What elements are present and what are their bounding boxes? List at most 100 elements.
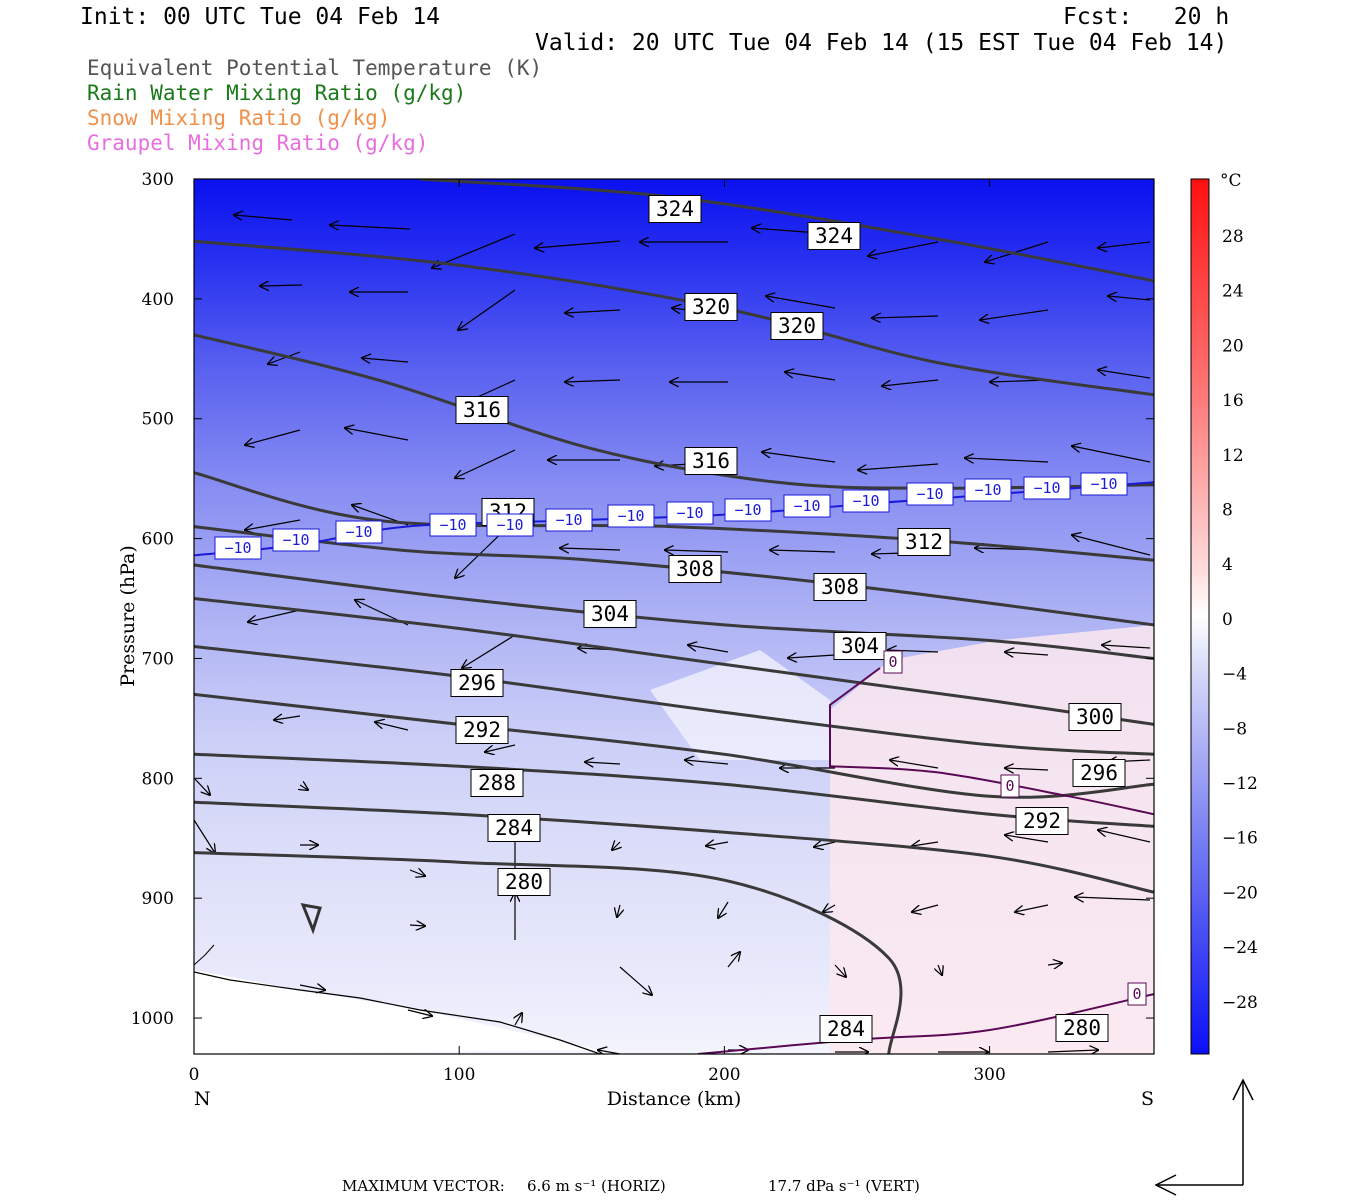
y-tick-label: 600 — [142, 530, 174, 550]
colorbar-label: −4 — [1222, 665, 1247, 685]
wind-vector — [1047, 1050, 1098, 1052]
theta-e-label-box — [1068, 703, 1122, 731]
colorbar-unit: °C — [1220, 171, 1242, 191]
minus10-label: −10 — [974, 481, 1001, 499]
wind-vector — [455, 449, 516, 478]
colorbar-label: −20 — [1222, 883, 1258, 903]
wind-vector — [1072, 446, 1151, 463]
wind-vector — [788, 655, 836, 658]
wind-vector — [268, 351, 301, 364]
wind-vector — [1047, 963, 1062, 965]
theta-e-label-box — [455, 716, 509, 744]
theta-e-label-box — [470, 769, 524, 797]
legend-graupel: Graupel Mixing Ratio (g/kg) — [87, 131, 429, 155]
zero-isotherm-vertical — [829, 667, 881, 768]
wind-vector — [560, 548, 621, 550]
colorbar-label: −8 — [1222, 719, 1247, 739]
colorbar-label: 4 — [1222, 555, 1233, 575]
max-vector-label: MAXIMUM VECTOR: — [342, 1177, 505, 1195]
theta-e-label: 304 — [591, 602, 629, 626]
wind-vector — [727, 952, 740, 968]
colorbar-label: −24 — [1222, 938, 1258, 958]
minus10-label: −10 — [734, 501, 761, 519]
wind-vector — [462, 634, 516, 668]
y-axis-label: Pressure (hPa) — [117, 545, 139, 687]
theta-e-label: 292 — [463, 718, 501, 742]
theta-e-label-box — [1015, 807, 1069, 835]
minus10-label: −10 — [555, 511, 582, 529]
wind-vector — [706, 842, 729, 846]
minus10-label: −10 — [916, 485, 943, 503]
y-tick-label: 300 — [142, 170, 174, 190]
wind-vector — [834, 964, 846, 977]
wind-vector — [1005, 652, 1049, 655]
plot-frame — [193, 178, 1155, 1055]
minus10-label: −10 — [852, 492, 879, 510]
minus10-label-box — [429, 513, 477, 537]
minus10-label-box — [724, 498, 772, 522]
surface-white-region — [194, 970, 600, 1054]
colorbar-label: −12 — [1222, 774, 1258, 794]
zero-isotherm — [830, 765, 1154, 816]
theta-e-contour — [194, 851, 903, 1054]
isotherm-lines — [194, 481, 1154, 1054]
zero-label: 0 — [1132, 985, 1141, 1003]
theta-e-label-box — [648, 195, 702, 223]
small-closed-contour — [300, 903, 322, 935]
wind-vector — [248, 609, 301, 622]
minus10-isotherm — [194, 481, 1154, 557]
forecast-hour: Fcst: 20 h — [1063, 4, 1230, 30]
colorbar-label: 28 — [1222, 227, 1244, 247]
minus10-label: −10 — [224, 539, 251, 557]
colorbar-label: 16 — [1222, 391, 1244, 411]
colorbar-label: 20 — [1222, 336, 1244, 356]
wind-vector — [718, 901, 729, 918]
theta-e-label: 308 — [676, 557, 714, 581]
minus10-label-box — [335, 520, 383, 544]
wind-vector — [300, 785, 308, 790]
theta-e-label-box — [770, 312, 824, 340]
theta-e-label: 316 — [692, 449, 730, 473]
wind-vector — [612, 842, 620, 850]
minus10-label-box — [272, 528, 320, 552]
theta-e-label: 284 — [495, 816, 533, 840]
wind-vector — [868, 241, 939, 256]
max-vector-horiz: 6.6 m s⁻¹ (HORIZ) — [527, 1177, 666, 1195]
wind-vector — [598, 1050, 621, 1054]
minus10-label-box — [964, 478, 1012, 502]
theta-e-label-box — [813, 573, 867, 601]
wind-vector — [565, 310, 621, 313]
theta-e-label: 312 — [905, 530, 943, 554]
y-tick-label: 800 — [142, 769, 174, 789]
wind-vector — [619, 966, 652, 995]
contour-labels: 3243243203203163163123123083083043043002… — [214, 195, 1147, 1043]
x-axis-ticks: 0 100 200 300 — [189, 179, 1006, 1085]
theta-e-label: 292 — [1023, 809, 1061, 833]
theta-e-contour — [194, 800, 1154, 894]
near-zero-shading — [650, 650, 830, 760]
minus10-label: −10 — [496, 516, 523, 534]
theta-e-label-box — [1055, 1014, 1109, 1042]
x-tick-label: 300 — [973, 1065, 1005, 1085]
theta-e-label-box — [833, 632, 887, 660]
wind-vector — [245, 429, 301, 445]
zero-label: 0 — [888, 653, 897, 671]
wind-vector — [515, 1013, 522, 1026]
wind-vector — [1015, 904, 1049, 912]
minus10-label-box — [842, 489, 890, 513]
colorbar — [1190, 178, 1210, 1055]
colorbar-label: 24 — [1222, 282, 1244, 302]
theta-e-label-box — [583, 600, 637, 628]
theta-e-label-box — [807, 222, 861, 250]
theta-e-contour — [194, 645, 1154, 756]
theta-e-label: 324 — [815, 224, 853, 248]
theta-e-label-box — [819, 1015, 873, 1043]
wind-vector — [330, 225, 411, 229]
theta-e-label: 280 — [505, 870, 543, 894]
minus10-label: −10 — [1033, 479, 1060, 497]
x-tick-label: 0 — [189, 1065, 200, 1085]
reference-vector-icon — [1154, 1078, 1254, 1196]
wind-vector — [882, 379, 939, 386]
south-label: S — [1141, 1088, 1154, 1110]
wind-vector — [458, 289, 516, 330]
